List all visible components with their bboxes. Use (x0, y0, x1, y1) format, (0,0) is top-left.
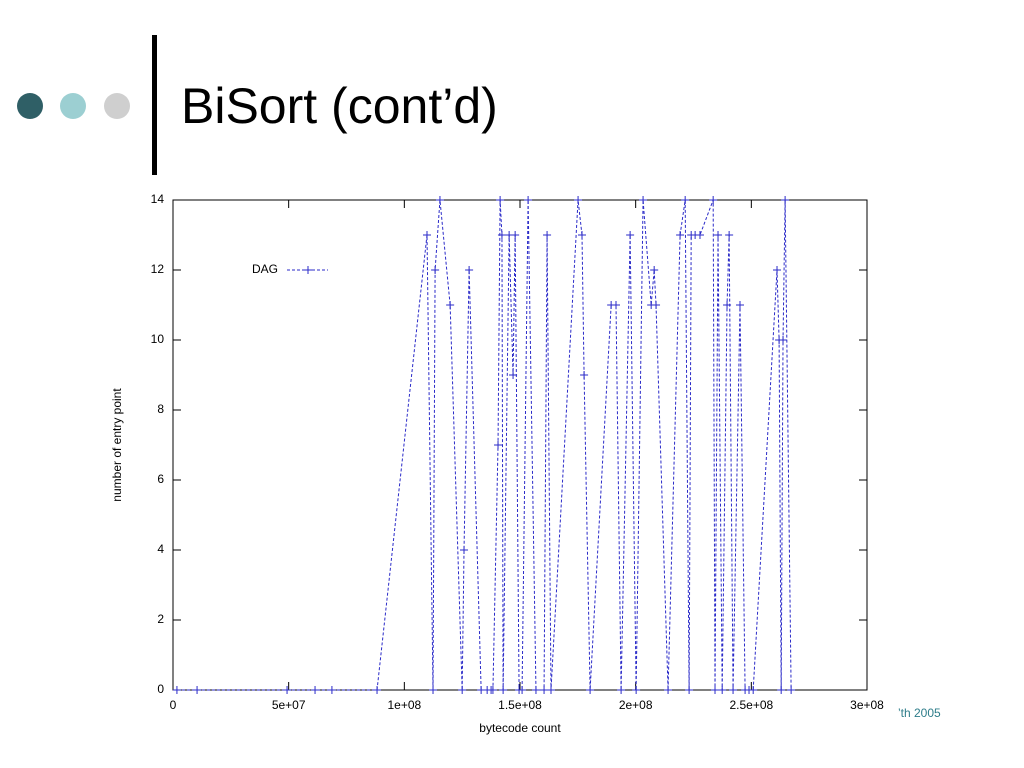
data-point (446, 301, 455, 309)
data-point (431, 266, 440, 274)
data-point (497, 231, 506, 239)
y-tick-label: 6 (157, 472, 164, 486)
data-point (725, 231, 734, 239)
data-point (711, 686, 720, 694)
x-tick-label: 3e+08 (850, 698, 884, 712)
data-point (524, 196, 533, 204)
footer: ’th 2005 (898, 706, 941, 720)
data-point (729, 686, 738, 694)
data-point (518, 686, 527, 694)
data-point (773, 266, 782, 274)
data-point (429, 686, 438, 694)
data-point (718, 686, 727, 694)
legend-swatch-marker (304, 266, 312, 274)
data-point (709, 196, 718, 204)
data-point (540, 686, 549, 694)
data-point (676, 231, 685, 239)
data-point (632, 686, 641, 694)
x-tick-label: 1e+08 (387, 698, 421, 712)
chart: bytecode count number of entry point 0 2 4… (110, 192, 884, 735)
y-tick-label: 2 (157, 612, 164, 626)
data-point (723, 301, 732, 309)
data-point (695, 231, 704, 239)
x-tick-label: 1.5e+08 (498, 698, 542, 712)
data-point (639, 196, 648, 204)
x-tick-label: 0 (170, 698, 177, 712)
bullet-dot (104, 93, 130, 119)
data-point (193, 686, 202, 694)
data-point (543, 231, 552, 239)
data-point (465, 266, 474, 274)
data-point (546, 686, 555, 694)
x-tick-label: 2.5e+08 (729, 698, 773, 712)
data-point (311, 686, 320, 694)
x-tick-label: 5e+07 (272, 698, 306, 712)
legend-label: DAG (252, 262, 278, 276)
data-point (494, 441, 503, 449)
data-point (652, 301, 661, 309)
data-point (373, 686, 382, 694)
data-point (617, 686, 626, 694)
data-point (577, 231, 586, 239)
x-tick-label: 2e+08 (619, 698, 653, 712)
data-line (176, 199, 792, 691)
data-point (664, 686, 673, 694)
y-tick-label: 0 (157, 682, 164, 696)
y-axis-label: number of entry point (110, 388, 124, 502)
title-divider (152, 35, 157, 175)
data-point (460, 546, 469, 554)
data-point (787, 686, 796, 694)
data-point (531, 686, 540, 694)
data-point (681, 196, 690, 204)
y-tick-label: 10 (151, 332, 165, 346)
data-point (172, 686, 181, 694)
data-point (499, 686, 508, 694)
data-point (779, 336, 788, 344)
data-point (735, 301, 744, 309)
data-point (781, 196, 790, 204)
slide-title: BiSort (cont’d) (181, 78, 498, 134)
data-point (749, 686, 758, 694)
data-point (777, 686, 786, 694)
data-point (488, 686, 497, 694)
y-tick-label: 8 (157, 402, 164, 416)
y-tick-label: 14 (151, 192, 165, 206)
data-point (612, 301, 621, 309)
y-tick-label: 12 (151, 262, 165, 276)
data-point (580, 371, 589, 379)
x-axis-label: bytecode count (479, 721, 561, 735)
data-point (714, 231, 723, 239)
data-point (511, 231, 520, 239)
data-point (458, 686, 467, 694)
bullet-dot (60, 93, 86, 119)
data-point (626, 231, 635, 239)
bullet-dot (17, 93, 43, 119)
data-point (435, 196, 444, 204)
data-point (586, 686, 595, 694)
data-point (574, 196, 583, 204)
data-point (283, 686, 292, 694)
data-point (327, 686, 336, 694)
y-tick-label: 4 (157, 542, 164, 556)
data-point (509, 371, 518, 379)
data-point (685, 686, 694, 694)
data-point (650, 266, 659, 274)
data-point (496, 196, 505, 204)
data-point (423, 231, 432, 239)
